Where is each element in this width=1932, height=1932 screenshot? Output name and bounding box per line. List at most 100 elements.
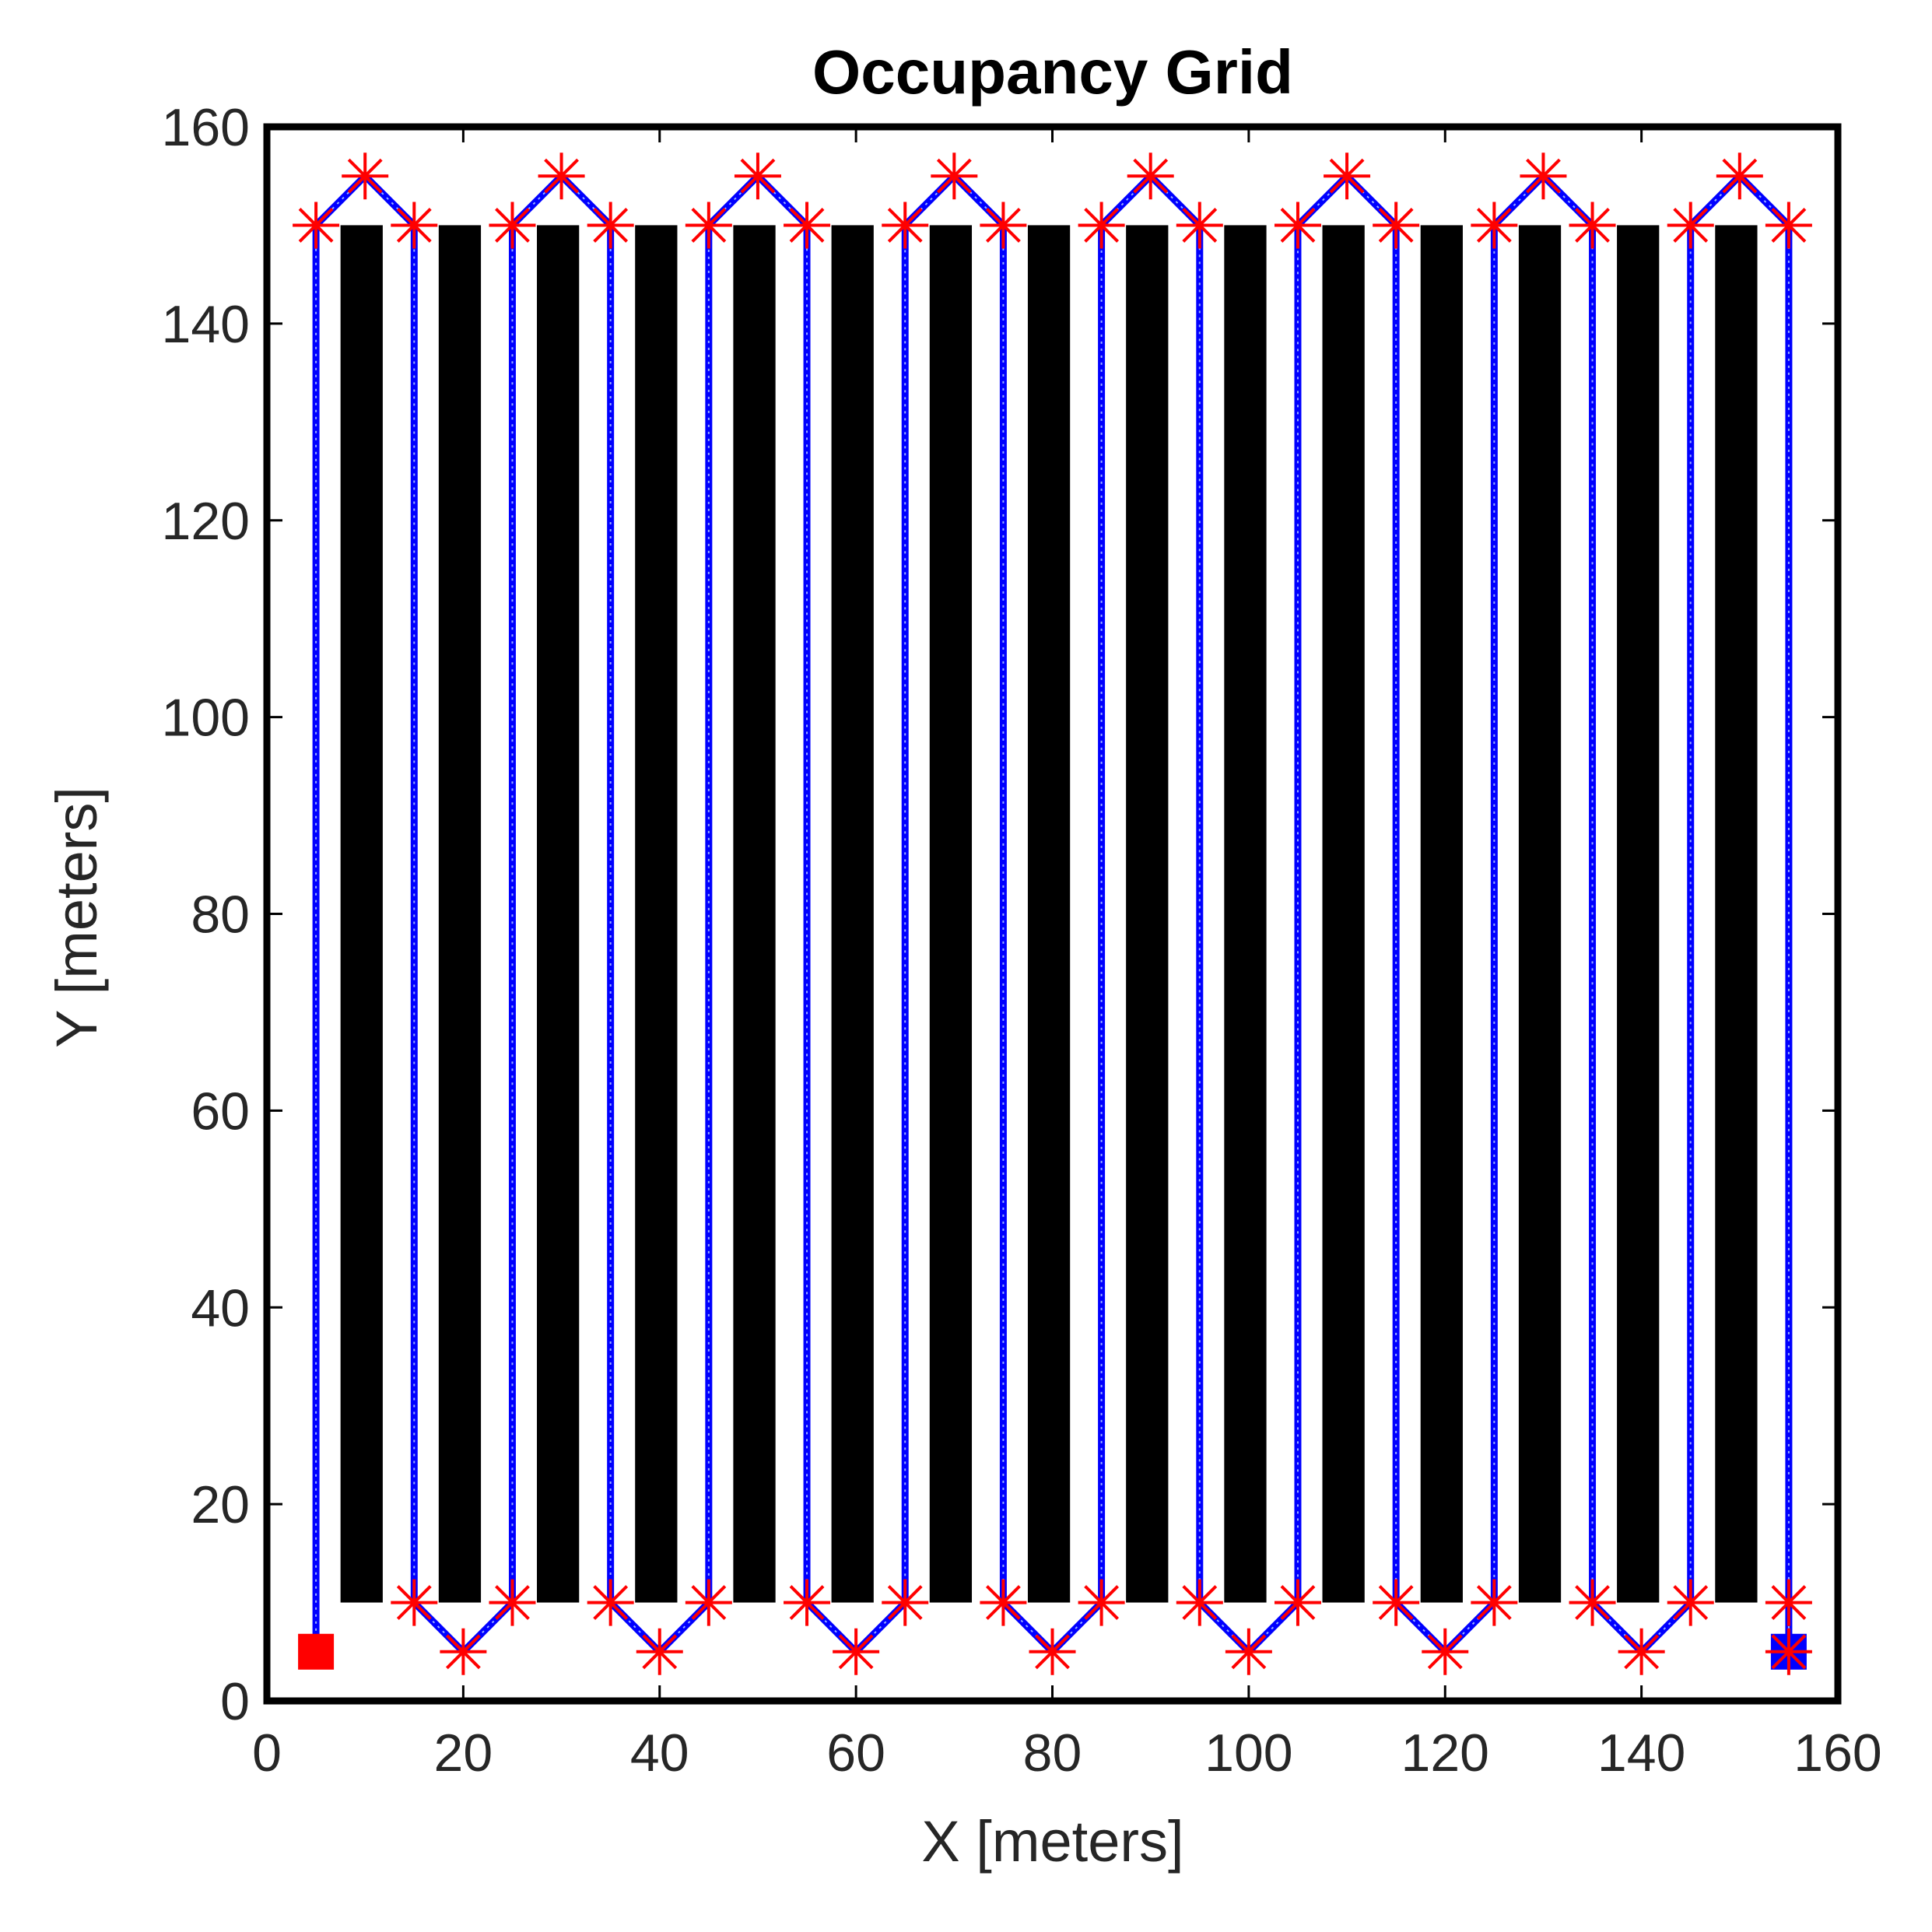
waypoint-marker-45 (1765, 202, 1812, 249)
tick-labels: 0 20 40 60 80 100 120 140 160 0 20 40 60 80 100 120 140 1… (162, 98, 1882, 1783)
y-tick-label: 140 (162, 295, 250, 354)
waypoint-stroke (593, 208, 629, 243)
waypoint-stroke (495, 208, 530, 243)
waypoint-marker-24 (1078, 1579, 1125, 1626)
obstacle-14 (1617, 225, 1660, 1603)
waypoint-stroke (396, 1585, 432, 1620)
waypoint-stroke (985, 1585, 1021, 1620)
waypoint-marker-4 (391, 1579, 438, 1626)
waypoint-stroke (691, 208, 727, 243)
waypoint-stroke (396, 208, 432, 243)
obstacle-4 (635, 225, 678, 1603)
waypoint-stroke (593, 1585, 629, 1620)
waypoint-stroke (1575, 1585, 1610, 1620)
y-tick-label: 120 (162, 492, 250, 551)
x-tick-label: 20 (434, 1723, 493, 1783)
y-tick-label: 60 (191, 1082, 250, 1141)
waypoint-marker-10 (587, 1579, 634, 1626)
obstacle-10 (1224, 225, 1267, 1603)
waypoint-marker-18 (882, 1579, 929, 1626)
waypoint-stroke (1771, 208, 1807, 243)
waypoint-stroke (887, 208, 923, 243)
waypoint-marker-16 (784, 1579, 831, 1626)
waypoint-stroke (740, 158, 776, 194)
waypoint-stroke (1084, 1585, 1120, 1620)
obstacle-6 (831, 225, 874, 1603)
y-tick-label: 40 (191, 1278, 250, 1338)
waypoint-stroke (1476, 1585, 1512, 1620)
waypoint-stroke (1575, 208, 1610, 243)
waypoint-marker-41 (1618, 1628, 1665, 1675)
waypoint-stroke (1673, 1585, 1709, 1620)
waypoint-marker-20 (931, 153, 978, 200)
x-tick-label: 160 (1793, 1723, 1881, 1783)
x-axis-label: X [meters] (921, 1809, 1183, 1874)
waypoint-stroke (1182, 1585, 1218, 1620)
waypoint-marker-26 (1127, 153, 1174, 200)
obstacle-5 (733, 225, 776, 1603)
obstacle-3 (537, 225, 580, 1603)
waypoint-marker-27 (1176, 202, 1223, 249)
chart-title: Occupancy Grid (812, 37, 1293, 107)
y-tick-label: 0 (220, 1672, 250, 1731)
obstacle-12 (1420, 225, 1463, 1603)
waypoint-marker-34 (1373, 1579, 1420, 1626)
waypoint-marker-46 (1765, 1579, 1812, 1626)
waypoint-stroke (789, 208, 825, 243)
waypoint-stroke (495, 1585, 530, 1620)
start-marker (298, 1633, 335, 1670)
obstacle-15 (1715, 225, 1758, 1603)
waypoint-marker-36 (1471, 1579, 1518, 1626)
waypoint-marker-3 (391, 202, 438, 249)
plot-area (293, 153, 1812, 1675)
waypoint-stroke (1673, 208, 1709, 243)
waypoint-stroke (1329, 158, 1365, 194)
waypoint-marker-25 (1078, 202, 1125, 249)
waypoint-stroke (1084, 208, 1120, 243)
waypoint-marker-44 (1716, 153, 1763, 200)
waypoint-marker-5 (440, 1628, 487, 1675)
waypoint-stroke (642, 1634, 678, 1670)
waypoint-marker-37 (1471, 202, 1518, 249)
x-tick-label: 140 (1597, 1723, 1685, 1783)
waypoint-marker-15 (784, 202, 831, 249)
waypoint-marker-12 (685, 1579, 732, 1626)
waypoint-marker-32 (1324, 153, 1371, 200)
waypoint-stroke (1476, 208, 1512, 243)
x-tick-label: 40 (630, 1723, 689, 1783)
waypoint-marker-33 (1373, 202, 1420, 249)
waypoint-stroke (1771, 1585, 1807, 1620)
waypoint-marker-19 (882, 202, 929, 249)
x-tick-label: 80 (1023, 1723, 1082, 1783)
obstacle-11 (1322, 225, 1365, 1603)
waypoint-marker-1 (293, 202, 340, 249)
waypoint-marker-6 (489, 1579, 536, 1626)
waypoint-stroke (936, 158, 972, 194)
waypoint-stroke (1378, 1585, 1414, 1620)
waypoint-stroke (838, 1634, 874, 1670)
waypoint-marker-14 (734, 153, 781, 200)
waypoint-stroke (691, 1585, 727, 1620)
x-tick-label: 60 (826, 1723, 885, 1783)
y-tick-label: 100 (162, 689, 250, 748)
waypoint-marker-29 (1225, 1628, 1272, 1675)
waypoint-stroke (985, 208, 1021, 243)
x-tick-label: 0 (252, 1723, 282, 1783)
waypoint-marker-9 (587, 202, 634, 249)
waypoint-stroke (1231, 1634, 1267, 1670)
x-tick-label: 100 (1204, 1723, 1292, 1783)
waypoint-marker-7 (489, 202, 536, 249)
y-axis-label: Y [meters] (44, 787, 109, 1048)
waypoint-marker-11 (636, 1628, 683, 1675)
waypoint-marker-23 (1029, 1628, 1076, 1675)
waypoint-marker-35 (1422, 1628, 1469, 1675)
waypoint-stroke (1378, 208, 1414, 243)
waypoint-marker-28 (1176, 1579, 1223, 1626)
waypoint-stroke (1722, 158, 1758, 194)
waypoint-marker-38 (1520, 153, 1567, 200)
waypoint-marker-13 (685, 202, 732, 249)
waypoint-stroke (789, 1585, 825, 1620)
waypoint-stroke (298, 208, 334, 243)
obstacle-7 (929, 225, 973, 1603)
